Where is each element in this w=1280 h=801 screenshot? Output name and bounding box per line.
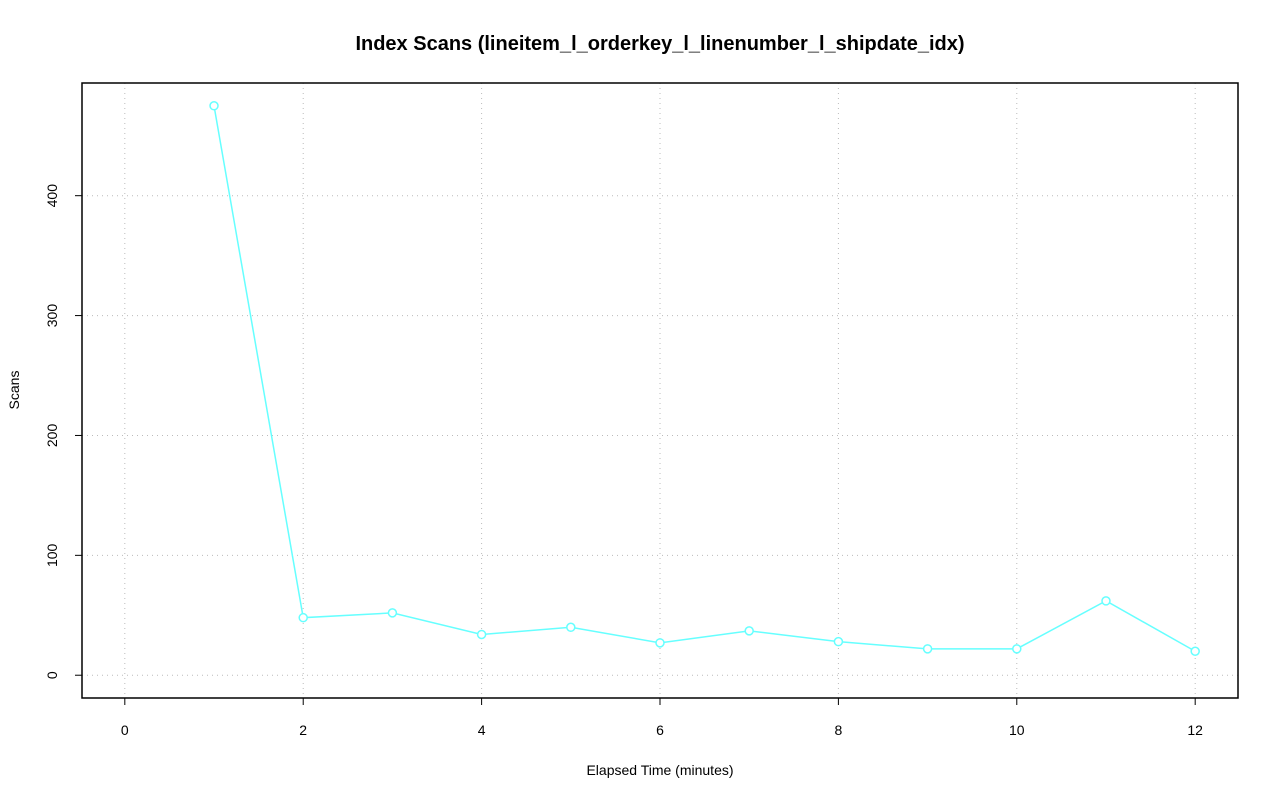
data-point xyxy=(1012,644,1022,654)
data-point xyxy=(922,644,933,654)
x-tick-label: 12 xyxy=(1187,722,1203,738)
data-point xyxy=(387,608,398,618)
data-point xyxy=(1101,596,1111,606)
x-tick-label: 6 xyxy=(656,722,664,738)
x-tick-label: 8 xyxy=(834,722,842,738)
data-point xyxy=(476,629,487,640)
data-line xyxy=(213,105,1196,652)
x-axis-label: Elapsed Time (minutes) xyxy=(586,762,733,778)
data-point xyxy=(655,638,665,648)
y-tick-label: 0 xyxy=(44,671,60,679)
chart-title: Index Scans (lineitem_l_orderkey_l_linen… xyxy=(355,33,964,55)
data-point xyxy=(298,612,308,623)
plot-frame xyxy=(81,82,1239,699)
y-tick-label: 100 xyxy=(44,543,60,567)
y-axis-label: Scans xyxy=(6,371,22,410)
y-tick-label: 400 xyxy=(44,184,60,208)
x-tick-label: 2 xyxy=(299,722,307,738)
x-tick-label: 0 xyxy=(121,722,129,738)
x-tick-label: 4 xyxy=(478,722,486,738)
y-tick-label: 200 xyxy=(44,424,60,448)
x-tick-label: 10 xyxy=(1009,722,1025,738)
data-point xyxy=(566,622,576,633)
y-tick-label: 300 xyxy=(44,304,60,328)
data-point xyxy=(744,626,754,636)
data-point xyxy=(1190,646,1200,656)
data-point xyxy=(833,636,844,647)
data-point xyxy=(209,101,219,111)
